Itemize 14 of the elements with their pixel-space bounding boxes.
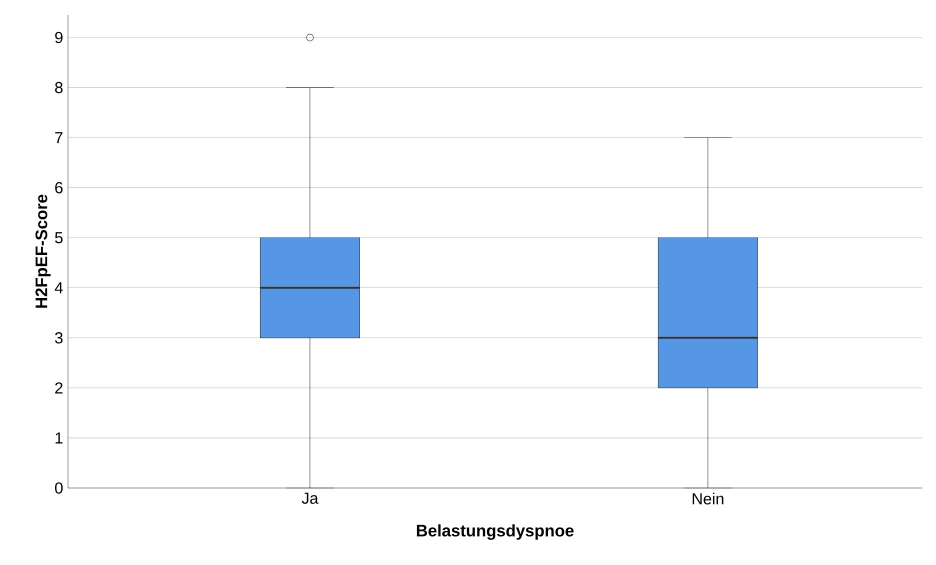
x-tick-label: Ja	[302, 492, 318, 504]
y-tick-label: 6	[55, 182, 63, 194]
y-axis-title: H2FpEF-Score	[35, 194, 51, 308]
x-axis-title: Belastungsdyspnoe	[416, 524, 574, 540]
y-tick-label: 3	[55, 332, 63, 344]
y-tick-label: 2	[55, 382, 62, 394]
y-tick-label: 5	[55, 232, 63, 244]
y-tick-label: 1	[56, 432, 63, 444]
x-tick-label: Nein	[692, 492, 724, 504]
y-tick-label: 0	[55, 482, 63, 494]
y-tick-label: 7	[55, 132, 62, 144]
y-tick-label: 9	[55, 32, 63, 44]
y-tick-label: 8	[55, 82, 63, 94]
y-tick-label: 4	[54, 282, 63, 294]
